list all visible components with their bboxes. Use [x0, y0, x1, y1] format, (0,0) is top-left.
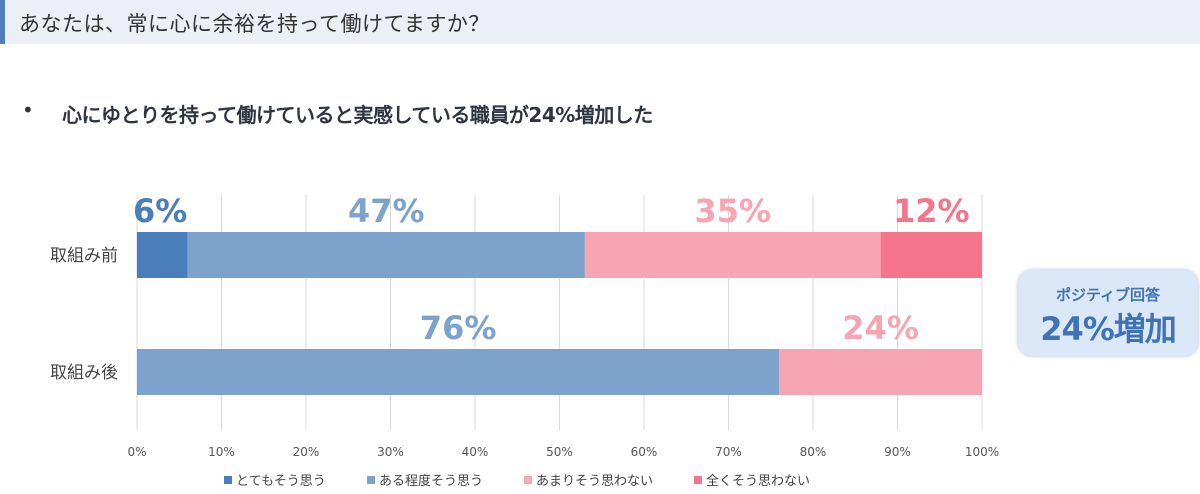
bar-segment: [779, 349, 982, 395]
legend-swatch: [224, 476, 232, 484]
x-tick-label: 20%: [293, 445, 320, 459]
bar-segment: [137, 232, 188, 278]
category-label: 取組み後: [50, 363, 118, 383]
data-label: 24%: [842, 309, 919, 347]
bar-segment: [137, 349, 780, 395]
headline: 心にゆとりを持って働けていると実感している職員が24%増加した: [62, 103, 653, 127]
legend-swatch: [524, 476, 532, 484]
x-tick-label: 70%: [715, 445, 742, 459]
x-tick-label: 50%: [546, 445, 573, 459]
title-bar: あなたは、常に心に余裕を持って働けてますか？: [0, 0, 1200, 44]
bar-segment: [880, 232, 982, 278]
legend-label: 全くそう思わない: [706, 473, 810, 489]
x-tick-label: 60%: [631, 445, 658, 459]
legend-label: あまりそう思わない: [536, 474, 653, 489]
category-label: 取組み前: [50, 246, 118, 266]
x-tick-label: 100%: [965, 445, 999, 459]
positive-answer-callout: ポジティブ回答 24%増加: [1018, 270, 1198, 356]
bullet-marker: •: [22, 98, 34, 122]
x-tick-label: 90%: [884, 445, 911, 459]
data-label: 47%: [348, 192, 425, 230]
data-label: 35%: [694, 192, 771, 230]
x-tick-label: 10%: [208, 445, 235, 459]
x-tick-label: 80%: [800, 445, 827, 459]
legend-swatch: [694, 476, 702, 484]
callout-value: 24%増加: [1040, 310, 1177, 348]
legend-label: とてもそう思う: [236, 474, 326, 489]
legend-label: ある程度そう思う: [379, 473, 483, 489]
data-label: 76%: [420, 309, 497, 347]
bar-segment: [584, 232, 881, 278]
x-tick-label: 0%: [127, 445, 146, 459]
legend-swatch: [367, 476, 375, 484]
data-label: 6%: [133, 192, 187, 230]
x-tick-label: 40%: [462, 445, 489, 459]
page-title: あなたは、常に心に余裕を持って働けてますか？: [19, 12, 490, 36]
x-tick-label: 30%: [377, 445, 404, 459]
bar-segment: [187, 232, 585, 278]
callout-subtitle: ポジティブ回答: [1055, 286, 1161, 304]
data-label: 12%: [893, 192, 970, 230]
